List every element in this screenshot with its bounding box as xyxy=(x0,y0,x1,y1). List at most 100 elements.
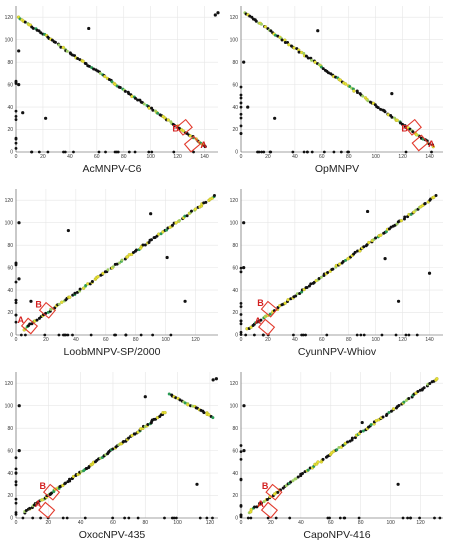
y-tick-label: 80 xyxy=(232,426,238,432)
data-point xyxy=(122,439,126,443)
x-tick-label: 0 xyxy=(15,337,18,343)
x-tick-label: 60 xyxy=(319,337,325,343)
data-point xyxy=(185,214,189,218)
dotplot-caponpv: 0 20 40 60 80 100 120 0 20 40 60 80 100 120 BA xyxy=(230,372,443,526)
data-point xyxy=(17,404,21,408)
box-label: B xyxy=(40,481,47,491)
axis-point xyxy=(14,320,18,324)
x-tick-label: 60 xyxy=(103,337,109,343)
axis-point xyxy=(401,516,405,520)
axis-point xyxy=(14,456,18,460)
data-point xyxy=(269,29,273,33)
axis-point xyxy=(304,333,307,337)
y-tick-label: 60 xyxy=(7,448,13,454)
y-tick-label: 0 xyxy=(235,150,238,156)
axis-point xyxy=(14,301,18,305)
x-tick-label: 80 xyxy=(142,520,148,526)
y-tick-label: 100 xyxy=(230,403,239,409)
axis-point xyxy=(406,516,409,520)
x-tick-label: 40 xyxy=(298,520,304,526)
axis-point xyxy=(21,516,25,520)
data-point xyxy=(111,265,115,269)
data-point xyxy=(292,46,296,50)
data-point xyxy=(304,54,308,58)
x-tick-label: 0 xyxy=(15,520,18,526)
chart-panel-5: 0 20 40 60 80 100 120 0 20 40 60 80 100 120 B A OxocNPV… xyxy=(0,366,224,549)
axis-point xyxy=(239,319,243,323)
box-label: A xyxy=(257,499,264,509)
data-point xyxy=(78,287,82,291)
chart-caption: LoobMNPV-SP/2000 xyxy=(63,346,161,358)
axis-point xyxy=(71,333,74,337)
axis-point xyxy=(14,80,18,84)
data-point xyxy=(193,207,198,211)
dotplot-oxocnpv: 0 20 40 60 80 100 120 0 20 40 60 80 100 120 BA xyxy=(5,372,218,526)
axis-point xyxy=(30,150,33,154)
axis-point xyxy=(111,516,115,520)
data-point xyxy=(17,277,21,281)
data-point xyxy=(90,279,94,283)
y-tick-label: 120 xyxy=(5,381,14,387)
highlight-box-b: B xyxy=(172,118,193,136)
data-point xyxy=(263,25,268,29)
data-point xyxy=(159,232,163,236)
data-point xyxy=(118,85,122,89)
data-point xyxy=(335,448,339,452)
x-tick-label: 120 xyxy=(191,337,200,343)
data-point xyxy=(190,209,194,213)
axis-point xyxy=(438,516,442,520)
y-tick-label: 40 xyxy=(7,471,13,477)
data-point xyxy=(259,501,263,505)
axis-point xyxy=(239,85,243,89)
data-point xyxy=(165,228,169,232)
y-tick-label: 40 xyxy=(232,471,238,477)
data-point xyxy=(350,436,354,440)
data-point xyxy=(407,396,411,400)
data-point xyxy=(321,457,325,461)
axis-point xyxy=(266,516,270,520)
data-point xyxy=(376,106,380,110)
highlight-box-b: B xyxy=(35,299,57,319)
axis-point xyxy=(292,333,295,337)
x-tick-label: 80 xyxy=(121,154,127,160)
y-tick-label: 40 xyxy=(7,105,13,111)
data-point xyxy=(165,255,169,260)
axis-point xyxy=(239,270,243,274)
data-point xyxy=(17,49,21,53)
axis-point xyxy=(430,150,433,154)
box-outline xyxy=(183,135,201,153)
chart-caption: OpMNPV xyxy=(314,163,360,175)
data-point xyxy=(212,194,216,198)
box-outline xyxy=(265,483,283,501)
data-point xyxy=(390,92,394,96)
data-point xyxy=(202,411,206,415)
x-tick-label: 60 xyxy=(328,520,334,526)
y-tick-label: 80 xyxy=(7,60,13,66)
data-point xyxy=(163,410,167,415)
data-point xyxy=(68,477,72,481)
data-point xyxy=(259,318,263,322)
data-point xyxy=(295,292,299,296)
axis-point xyxy=(14,497,18,501)
data-point xyxy=(310,58,314,62)
data-point xyxy=(294,477,298,481)
data-point xyxy=(242,60,246,64)
axis-point xyxy=(262,150,266,154)
x-tick-label: 40 xyxy=(67,154,73,160)
axis-point xyxy=(14,471,18,475)
x-tick-label: 140 xyxy=(425,337,434,343)
data-point xyxy=(353,250,357,254)
axis-point xyxy=(244,333,248,337)
data-point xyxy=(337,446,341,450)
axis-point xyxy=(14,141,18,145)
axis-point xyxy=(409,516,413,520)
axis-point xyxy=(39,516,42,520)
y-tick-label: 0 xyxy=(235,516,238,522)
y-tick-label: 80 xyxy=(7,243,13,249)
axis-point xyxy=(72,150,75,154)
data-point xyxy=(44,116,48,120)
y-tick-label: 120 xyxy=(230,381,239,387)
axis-point xyxy=(239,266,243,270)
data-point xyxy=(395,118,399,122)
x-tick-label: 0 xyxy=(15,154,18,160)
